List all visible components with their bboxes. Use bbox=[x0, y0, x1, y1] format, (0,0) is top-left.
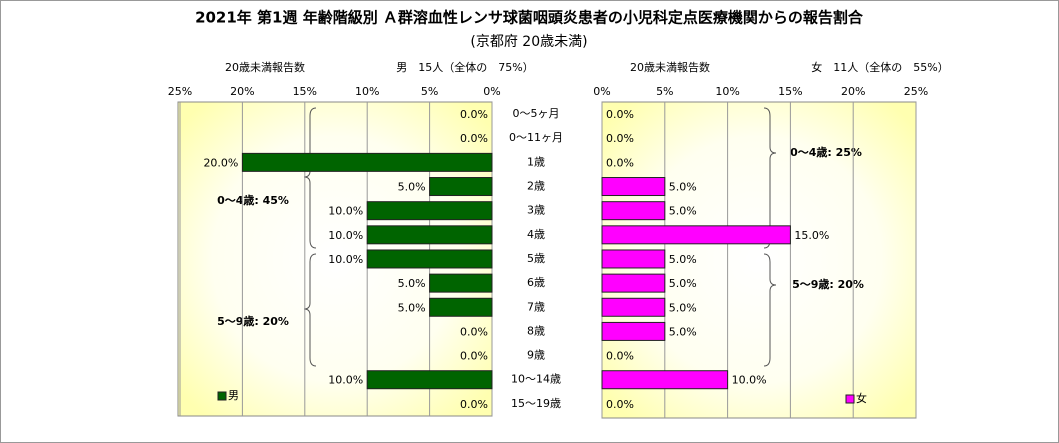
value-label: 5.0% bbox=[398, 277, 426, 290]
chart-title: 2021年 第1週 年齢階級別 Ａ群溶血性レンサ球菌咽頭炎患者の小児科定点医療機… bbox=[195, 9, 864, 27]
legend-label: 女 bbox=[856, 391, 867, 405]
value-label: 20.0% bbox=[203, 156, 238, 169]
bar bbox=[601, 297, 666, 317]
value-label: 5.0% bbox=[398, 181, 426, 194]
x-tick-label: 20% bbox=[230, 85, 254, 98]
bar bbox=[601, 249, 666, 269]
category-label: 15～19歳 bbox=[511, 397, 561, 410]
value-label: 0.0% bbox=[460, 132, 488, 145]
x-tick-label: 10% bbox=[715, 85, 739, 98]
bar bbox=[366, 249, 493, 269]
value-label: 10.0% bbox=[732, 374, 767, 387]
bar bbox=[601, 177, 666, 197]
bar bbox=[601, 225, 791, 245]
x-tick-label: 5% bbox=[421, 85, 438, 98]
category-label: 7歳 bbox=[527, 300, 545, 313]
value-label: 10.0% bbox=[328, 253, 363, 266]
category-label: 0～11ヶ月 bbox=[509, 131, 563, 144]
bar bbox=[429, 297, 493, 317]
x-tick-label: 25% bbox=[168, 85, 192, 98]
brace bbox=[303, 253, 317, 367]
bar bbox=[366, 225, 493, 245]
x-tick-label: 15% bbox=[778, 85, 802, 98]
value-label: 0.0% bbox=[460, 350, 488, 363]
value-label: 0.0% bbox=[606, 398, 634, 411]
category-label: 8歳 bbox=[527, 324, 545, 337]
annotation: 0～4歳: 25% bbox=[790, 145, 862, 159]
value-label: 15.0% bbox=[794, 229, 829, 242]
category-label: 9歳 bbox=[527, 349, 545, 362]
x-tick-label: 15% bbox=[293, 85, 317, 98]
chart-subtitle: (京都府 20歳未満) bbox=[470, 34, 587, 50]
brace bbox=[763, 253, 777, 367]
category-label: 5歳 bbox=[527, 252, 545, 265]
value-label: 0.0% bbox=[460, 398, 488, 411]
bar bbox=[601, 370, 729, 390]
x-tick-label: 5% bbox=[656, 85, 673, 98]
value-label: 0.0% bbox=[460, 325, 488, 338]
value-label: 0.0% bbox=[606, 132, 634, 145]
legend-swatch bbox=[845, 394, 855, 404]
legend-label: 男 bbox=[228, 389, 239, 402]
bar bbox=[366, 370, 493, 390]
category-label: 2歳 bbox=[527, 180, 545, 193]
value-label: 10.0% bbox=[328, 229, 363, 242]
bar bbox=[601, 273, 666, 293]
value-label: 10.0% bbox=[328, 205, 363, 218]
category-label: 3歳 bbox=[527, 204, 545, 217]
annotation: 0～4歳: 45% bbox=[217, 193, 289, 207]
legend-swatch bbox=[217, 391, 227, 401]
summary: 女 11人（全体の 55%） bbox=[811, 60, 948, 74]
brace bbox=[303, 107, 317, 249]
bar bbox=[601, 321, 666, 341]
value-label: 0.0% bbox=[606, 350, 634, 363]
value-label: 5.0% bbox=[398, 301, 426, 314]
value-label: 5.0% bbox=[669, 301, 697, 314]
bar bbox=[241, 152, 493, 172]
x-tick-label: 25% bbox=[904, 85, 928, 98]
value-label: 10.0% bbox=[328, 374, 363, 387]
value-label: 5.0% bbox=[669, 205, 697, 218]
axis-label: 20歳未満報告数 bbox=[225, 61, 305, 74]
annotation: 5～9歳: 20% bbox=[792, 277, 864, 291]
summary: 男 15人（全体の 75%） bbox=[396, 60, 533, 74]
bar bbox=[429, 273, 493, 293]
bar bbox=[429, 177, 493, 197]
category-label: 1歳 bbox=[527, 155, 545, 168]
value-label: 5.0% bbox=[669, 277, 697, 290]
x-tick-label: 0% bbox=[593, 85, 610, 98]
bar bbox=[601, 201, 666, 221]
category-label: 6歳 bbox=[527, 276, 545, 289]
value-label: 5.0% bbox=[669, 253, 697, 266]
value-label: 0.0% bbox=[606, 108, 634, 121]
x-tick-label: 0% bbox=[483, 85, 500, 98]
value-label: 5.0% bbox=[669, 181, 697, 194]
category-label: 0～5ヶ月 bbox=[513, 107, 560, 120]
braces bbox=[303, 107, 777, 367]
annotation: 5～9歳: 20% bbox=[217, 314, 289, 328]
bar bbox=[366, 201, 493, 221]
x-tick-label: 20% bbox=[841, 85, 865, 98]
category-label: 10～14歳 bbox=[511, 373, 561, 386]
x-tick-label: 10% bbox=[355, 85, 379, 98]
category-label: 4歳 bbox=[527, 228, 545, 241]
value-label: 0.0% bbox=[460, 108, 488, 121]
value-label: 5.0% bbox=[669, 325, 697, 338]
value-label: 0.0% bbox=[606, 156, 634, 169]
axis-label: 20歳未満報告数 bbox=[630, 61, 710, 74]
